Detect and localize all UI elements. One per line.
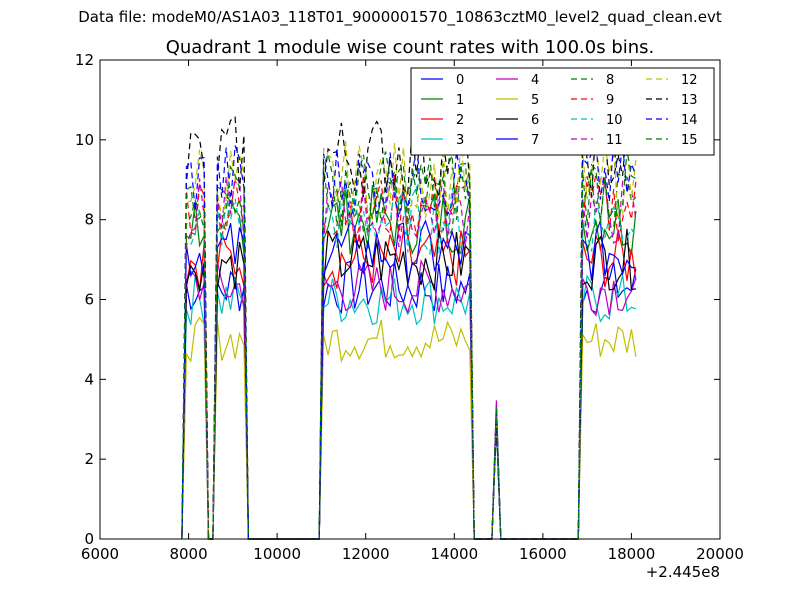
x-tick-label: 16000 [519,545,567,563]
legend-label: 4 [531,73,539,88]
legend-label: 11 [606,133,623,148]
legend-label: 9 [606,93,614,108]
legend-label: 15 [681,133,698,148]
series-line-1 [181,185,637,540]
legend-label: 5 [531,93,539,108]
y-tick-label: 12 [75,51,94,69]
x-tick-label: 20000 [696,545,744,563]
legend-label: 12 [681,73,698,88]
series-line-5 [181,316,637,540]
legend-label: 7 [531,133,539,148]
x-tick-label: 12000 [342,545,390,563]
legend-label: 13 [681,93,698,108]
legend-label: 8 [606,73,614,88]
x-tick-label: 18000 [608,545,656,563]
series-line-14 [181,141,637,540]
y-tick-label: 10 [75,131,94,149]
series-line-15 [181,150,637,540]
y-tick-label: 0 [84,530,94,548]
chart-title: Quadrant 1 module wise count rates with … [165,37,655,58]
y-tick-label: 2 [84,450,94,468]
legend-label: 6 [531,113,539,128]
series-layer [181,115,637,540]
x-tick-label: 14000 [430,545,478,563]
series-line-3 [181,274,637,540]
y-tick-label: 6 [84,291,94,309]
y-tick-label: 8 [84,211,94,229]
chart-supertitle: Data file: modeM0/AS1A03_118T01_90000015… [78,8,722,26]
legend-label: 14 [681,113,698,128]
series-line-4 [181,259,637,540]
legend-label: 10 [606,113,623,128]
x-offset-label: +2.445e8 [646,563,720,581]
legend-label: 0 [456,73,464,88]
x-tick-label: 8000 [169,545,207,563]
y-tick-label: 4 [84,370,94,388]
series-line-7 [181,219,636,540]
legend-label: 1 [456,93,464,108]
series-line-9 [181,173,637,540]
axis-ticks: 6000 8000 10000 12000 14000 16000 18000 20000 0 2… [75,51,744,563]
legend-box [410,67,715,156]
x-tick-label: 6000 [81,545,119,563]
x-tick-label: 10000 [253,545,301,563]
legend-label: 2 [456,113,464,128]
series-line-13 [181,115,637,540]
legend-label: 3 [456,133,464,148]
series-line-8 [181,162,637,540]
series-line-0 [181,260,637,540]
